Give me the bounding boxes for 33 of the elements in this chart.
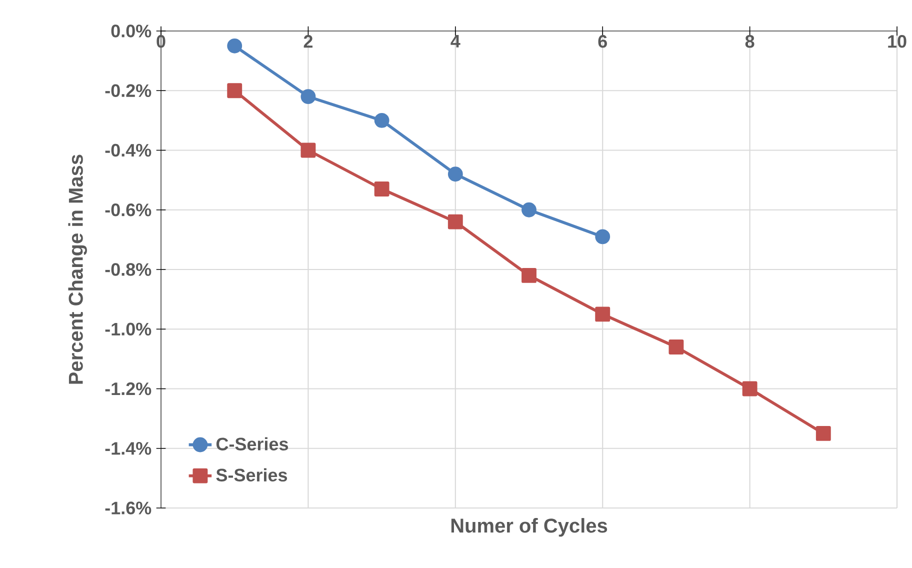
y-tick-label: -1.6% (105, 502, 152, 514)
y-tick-label: -0.4% (105, 144, 152, 157)
point (227, 83, 242, 98)
point (374, 182, 390, 196)
x-tick-label: 2 (304, 35, 312, 48)
point (374, 112, 390, 128)
y-tick-label: -1.2% (105, 382, 152, 396)
y-tick-label: -0.6% (105, 204, 152, 216)
point (300, 89, 316, 104)
point (227, 38, 242, 54)
x-tick-label: 4 (450, 35, 460, 48)
point (595, 306, 610, 322)
point (816, 426, 831, 441)
point (522, 268, 536, 283)
point (668, 340, 684, 354)
y-tick-label: -1.4% (105, 442, 152, 455)
y-tick-label: -1.0% (105, 322, 152, 336)
x-tick-label: 8 (745, 35, 754, 48)
point (595, 229, 610, 244)
point (448, 214, 463, 230)
y-axis-title: Percent Change in Mass (68, 154, 87, 384)
point (522, 202, 536, 218)
point (300, 142, 316, 158)
x-axis-title: Numer of Cycles (451, 518, 608, 537)
y-tick-label: 0.0% (111, 24, 152, 38)
y-tick-label: -0.2% (105, 84, 152, 97)
x-tick-label: 10 (888, 35, 906, 48)
x-tick-label: 6 (598, 35, 607, 48)
y-tick-label: -0.8% (105, 263, 152, 276)
legend-label: C-Series (216, 437, 288, 450)
point (742, 381, 758, 396)
point (448, 166, 463, 182)
legend-label: S-Series (216, 468, 288, 482)
